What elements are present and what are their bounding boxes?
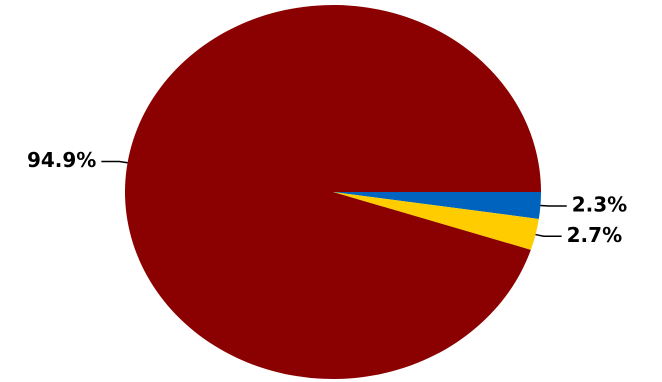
leader-line xyxy=(101,160,128,164)
pie-slice xyxy=(333,192,539,250)
leader-line xyxy=(535,233,562,238)
data-label: 2.3% xyxy=(572,193,627,217)
data-label: 94.9% xyxy=(27,148,96,172)
pie-slice xyxy=(333,192,541,219)
pie-slice xyxy=(125,5,542,380)
leader-line xyxy=(540,204,567,207)
data-label: 2.7% xyxy=(567,223,622,247)
